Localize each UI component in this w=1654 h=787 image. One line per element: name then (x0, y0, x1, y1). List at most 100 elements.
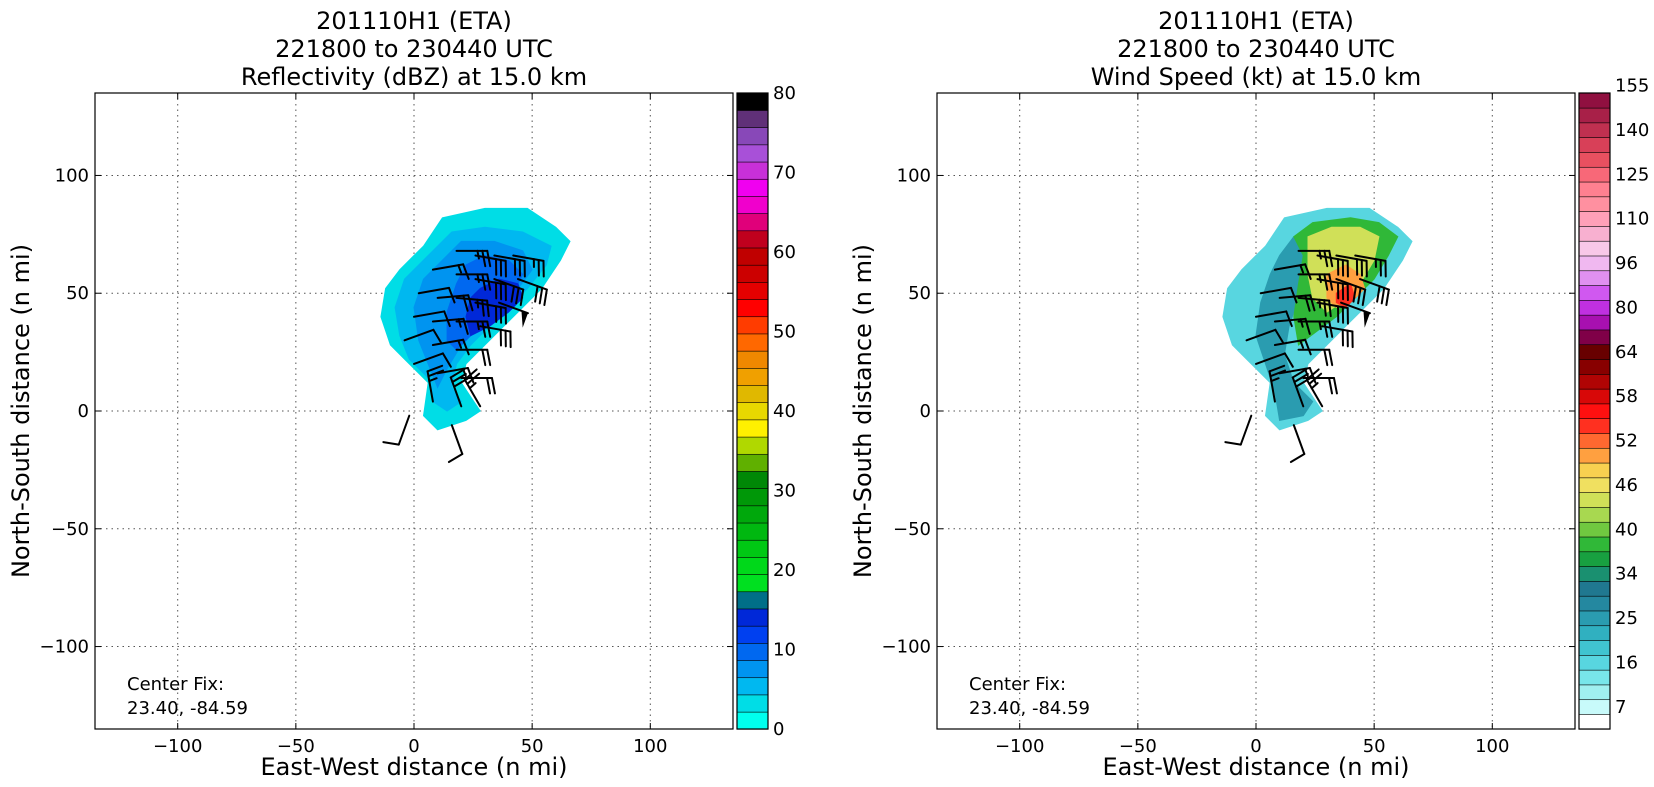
colorbar-tick-label: 58 (1615, 386, 1638, 407)
wind-barb (382, 414, 411, 446)
colorbar (1578, 92, 1611, 730)
y-tick-label: 0 (78, 401, 89, 422)
colorbar-tick-label: 80 (1615, 297, 1638, 318)
wind-barb (455, 320, 492, 338)
axis-ticks (95, 93, 733, 729)
colorbar-swatch (736, 230, 769, 249)
colorbar-tick-label: 155 (1615, 76, 1649, 97)
center-fix-label: Center Fix: (127, 674, 224, 695)
colorbar-swatch (1578, 654, 1611, 671)
wind-barb (1305, 368, 1324, 408)
wind-barb (449, 368, 469, 408)
colorbar-tick-label: 52 (1615, 431, 1638, 452)
x-axis-title: East-West distance (n mi) (260, 753, 567, 781)
wind-barb (479, 325, 512, 349)
center-fix-value: 23.40, -84.59 (127, 698, 248, 719)
y-axis-title: North-South distance (n mi) (7, 244, 35, 578)
colorbar-tick-label: 70 (773, 163, 796, 184)
wind-barb (1335, 278, 1367, 307)
wind-barb (474, 301, 507, 325)
colorbar-swatch (736, 642, 769, 661)
wind-barb (431, 263, 470, 280)
x-tick-label: −50 (277, 736, 315, 757)
colorbar-swatch (1578, 314, 1611, 331)
wind-barb (493, 254, 526, 278)
colorbar-tick-label: 50 (773, 322, 796, 343)
colorbar-swatch (1578, 610, 1611, 627)
colorbar-tick-label: 46 (1615, 475, 1638, 496)
chart-title-line-2: 221800 to 230440 UTC (275, 35, 553, 63)
colorbar-swatch (1578, 284, 1611, 301)
colorbar-swatch (736, 109, 769, 128)
wind-barb (1340, 301, 1371, 328)
colorbar-swatch (1578, 684, 1611, 701)
y-tick-label: −100 (40, 637, 89, 658)
center-fix-label: Center Fix: (969, 674, 1066, 695)
colorbar-swatch (1578, 270, 1611, 286)
axis-ticks (937, 93, 1575, 729)
wind-barb (1297, 320, 1334, 338)
x-axis-title: East-West distance (n mi) (1102, 753, 1409, 781)
wind-barb (1268, 364, 1287, 403)
chart-title-line-1: 201110H1 (ETA) (316, 7, 512, 35)
colorbar-swatch (1578, 92, 1611, 109)
colorbar-swatch (736, 453, 769, 472)
colorbar-frame (736, 92, 769, 730)
x-tick-label: 50 (521, 736, 544, 757)
wind-barb (1255, 310, 1293, 328)
chart-title-line-2: 221800 to 230440 UTC (1117, 35, 1395, 63)
colorbar-swatch (1578, 107, 1611, 124)
wind-barb (431, 338, 470, 356)
wind-barb (1273, 338, 1312, 356)
colorbar-swatch (1578, 418, 1611, 434)
colorbar-swatch (736, 694, 769, 713)
colorbar-swatch (736, 505, 769, 524)
wind-barb (455, 348, 492, 367)
colorbar-tick-label: 20 (773, 560, 796, 581)
colorbar-swatch (736, 419, 769, 438)
colorbar-tick-label: 140 (1615, 120, 1649, 141)
colorbar-swatch (736, 298, 769, 318)
colorbar-swatch (1578, 166, 1611, 183)
colorbar-tick-label: 7 (1615, 697, 1626, 718)
wind-barb (413, 352, 452, 368)
colorbar-swatch (1578, 151, 1611, 168)
colorbar-swatch (1578, 447, 1611, 464)
wind-barb (1297, 296, 1332, 318)
y-tick-label: 100 (897, 165, 931, 186)
colorbar-tick-label: 25 (1615, 608, 1638, 629)
y-tick-label: 50 (66, 283, 89, 304)
wind-barb (1255, 352, 1294, 368)
colorbar-tick-label: 96 (1615, 253, 1638, 274)
colorbar-swatch (1578, 196, 1611, 212)
colorbar-tick-label: 16 (1615, 652, 1638, 673)
y-axis-title: North-South distance (n mi) (849, 244, 877, 578)
colorbar-swatch (1578, 432, 1611, 449)
wind-barb (463, 368, 482, 408)
wind-barb (1321, 325, 1354, 349)
y-tick-label: −50 (893, 519, 931, 540)
wind-barb (455, 296, 490, 318)
wind-barb (413, 310, 451, 328)
wind-barb (417, 286, 456, 304)
colorbar-tick-label: 60 (773, 242, 796, 263)
colorbar-swatch (736, 625, 769, 644)
colorbar-swatch (1578, 713, 1611, 730)
colorbar-swatch (1578, 388, 1611, 405)
wind-barb (1354, 254, 1387, 278)
colorbar-swatch (1578, 521, 1611, 538)
colorbar-swatch (736, 436, 769, 455)
colorbar-tick-label: 40 (1615, 519, 1638, 540)
colorbar-tick-label: 64 (1615, 342, 1638, 363)
wind-barb (1224, 414, 1253, 446)
colorbar-swatch (1578, 211, 1611, 227)
colorbar-swatch (1578, 477, 1611, 493)
colorbar-swatch (1578, 595, 1611, 612)
colorbar-tick-label: 10 (773, 640, 796, 661)
colorbar-swatch (1578, 225, 1611, 242)
wind-barb (447, 424, 464, 464)
chart-title-line-3: Reflectivity (dBZ) at 15.0 km (241, 63, 587, 91)
x-tick-label: 100 (633, 736, 667, 757)
x-tick-label: 50 (1363, 736, 1386, 757)
